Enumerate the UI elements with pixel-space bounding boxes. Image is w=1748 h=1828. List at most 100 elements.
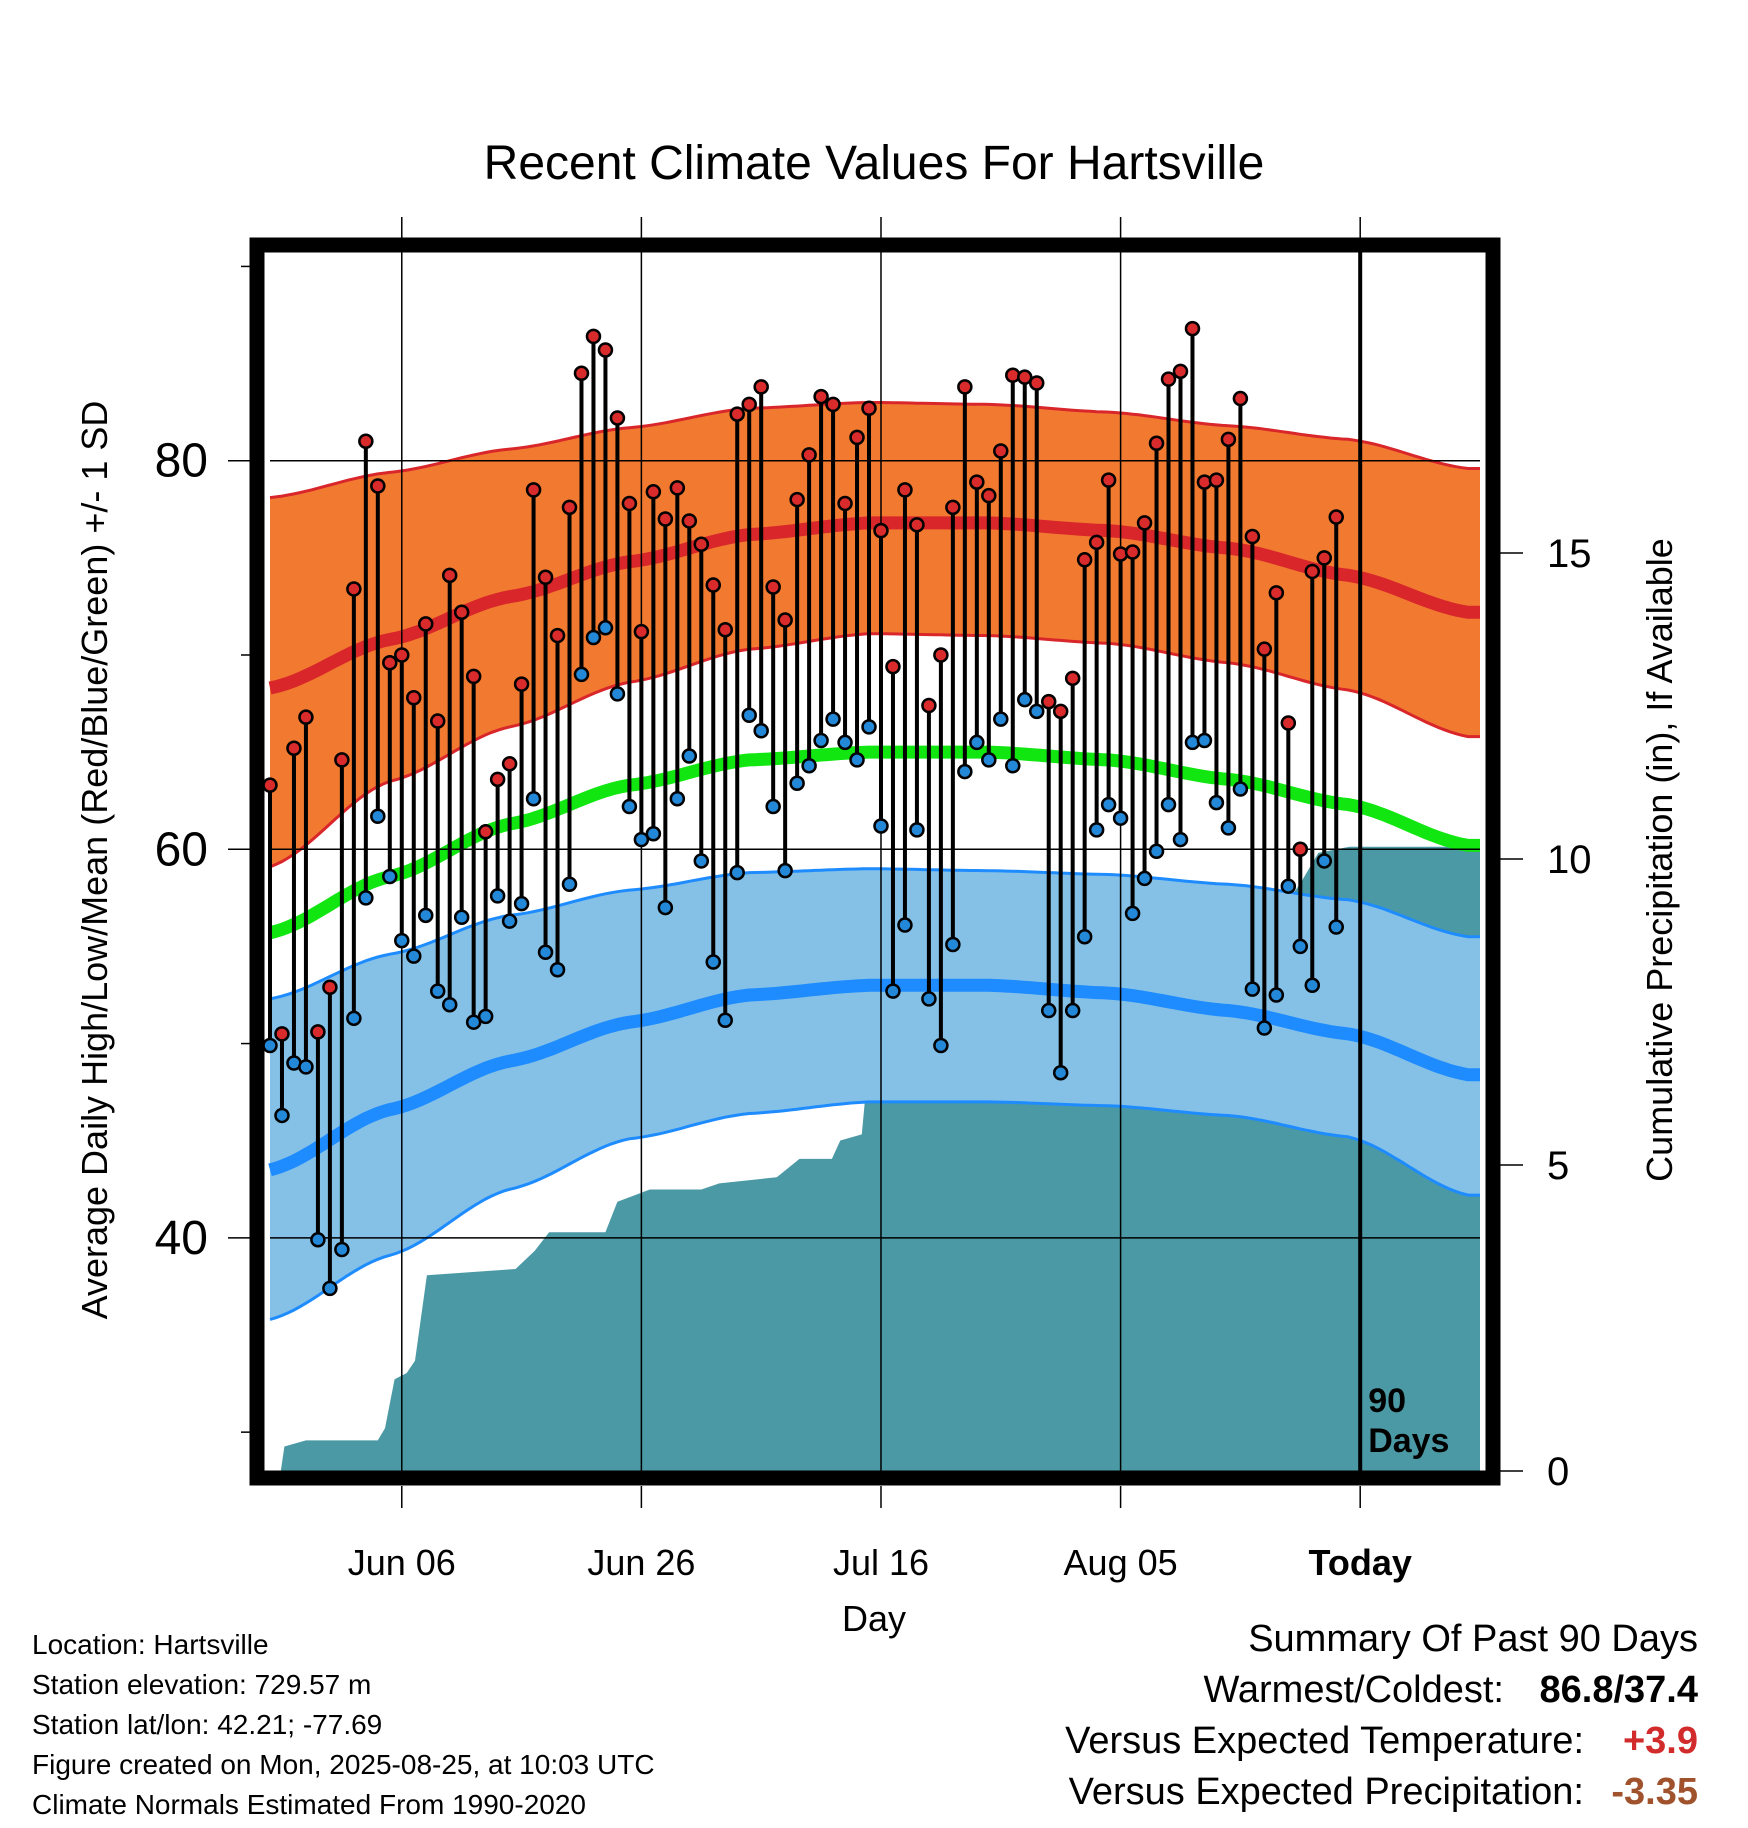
low-point <box>417 907 434 924</box>
low-point <box>1064 1002 1081 1019</box>
low-point <box>310 1232 326 1248</box>
y2-tick-label: 15 <box>1547 532 1592 576</box>
low-point <box>382 868 398 885</box>
low-point <box>573 666 590 683</box>
high-point <box>537 569 554 586</box>
low-point <box>897 917 913 933</box>
high-point <box>1304 563 1321 580</box>
low-point <box>1328 919 1344 935</box>
high-point <box>621 495 638 512</box>
x-tick-label: Jul 16 <box>833 1542 929 1583</box>
low-point <box>1280 878 1297 894</box>
low-point <box>741 707 757 723</box>
high-sd-band <box>270 402 1480 867</box>
low-point <box>513 895 530 912</box>
high-point <box>465 668 482 685</box>
low-point <box>1232 781 1249 797</box>
high-point <box>1028 375 1045 391</box>
high-point <box>993 443 1009 459</box>
low-point <box>801 757 817 774</box>
low-point <box>525 791 542 807</box>
high-point <box>1017 369 1033 385</box>
low-point <box>561 876 578 893</box>
low-point <box>993 711 1009 727</box>
y2-tick-label: 10 <box>1547 838 1592 882</box>
high-point <box>669 480 686 496</box>
low-point <box>1160 796 1177 813</box>
high-point <box>1280 715 1297 731</box>
high-point <box>981 487 997 504</box>
high-point <box>1184 320 1201 337</box>
high-point <box>1208 472 1225 488</box>
low-point <box>394 932 410 949</box>
high-point <box>322 979 338 995</box>
low-point <box>274 1107 290 1124</box>
y-tick-label: 60 <box>155 823 208 876</box>
high-point <box>1220 431 1237 448</box>
high-point <box>441 567 458 584</box>
low-point <box>346 1010 362 1027</box>
low-point <box>1005 757 1021 774</box>
low-point <box>825 711 841 727</box>
low-point <box>957 763 973 780</box>
days-label-text: Days <box>1368 1422 1449 1460</box>
high-point <box>298 709 314 725</box>
low-point <box>1172 831 1189 848</box>
low-point <box>729 864 745 881</box>
x-tick-label: Jun 06 <box>348 1542 456 1583</box>
low-point <box>885 983 901 999</box>
precip-label: Versus Expected Precipitation: <box>1068 1771 1584 1813</box>
high-point <box>1052 703 1069 720</box>
low-point <box>1040 1002 1057 1019</box>
high-point <box>1100 472 1117 488</box>
low-point <box>441 996 458 1013</box>
high-point <box>945 499 961 516</box>
high-point <box>849 429 865 446</box>
low-point <box>1076 928 1093 945</box>
high-point <box>1172 363 1189 380</box>
low-point <box>1148 843 1165 859</box>
low-point <box>1088 822 1105 838</box>
high-point <box>406 689 422 706</box>
summary-title: Summary Of Past 90 Days <box>1248 1618 1698 1660</box>
low-point <box>1052 1064 1069 1081</box>
high-point <box>1076 552 1093 568</box>
high-point <box>417 616 434 632</box>
high-point <box>645 484 662 500</box>
low-point <box>489 888 506 904</box>
low-point <box>681 748 698 764</box>
low-point <box>921 991 937 1007</box>
high-point <box>525 482 542 498</box>
high-point <box>585 328 602 345</box>
low-point <box>537 944 554 961</box>
low-point <box>1100 796 1117 813</box>
high-point <box>1148 435 1165 451</box>
low-point <box>765 798 781 815</box>
low-point <box>705 954 722 970</box>
high-point <box>1256 641 1273 657</box>
high-point <box>573 365 590 382</box>
summary-warm-cold: Warmest/Coldest: 86.8/37.4 <box>1065 1665 1698 1716</box>
low-point <box>334 1241 350 1258</box>
plot-frame <box>249 237 1501 1486</box>
high-point <box>477 824 494 840</box>
low-point <box>849 752 865 768</box>
station-info: Location: Hartsville Station elevation: … <box>32 1625 655 1825</box>
low-band-lower-edge <box>269 1100 1480 1321</box>
low-point <box>969 734 985 751</box>
y-axis-title: Average Daily High/Low/Mean (Red/Blue/Gr… <box>74 400 115 1320</box>
created-text: Figure created on Mon, 2025-08-25, at 10… <box>32 1749 655 1780</box>
high-point <box>885 658 901 675</box>
high-point <box>370 478 386 494</box>
low-point <box>1304 977 1321 994</box>
chart-title: Recent Climate Values For Hartsville <box>483 137 1265 190</box>
x-tick-label: Aug 05 <box>1064 1542 1178 1583</box>
high-point <box>753 379 769 395</box>
low-point <box>1196 732 1213 749</box>
location-text: Location: Hartsville <box>32 1629 269 1660</box>
low-point <box>1136 870 1153 887</box>
high-point <box>969 474 985 490</box>
low-point <box>909 822 925 838</box>
high-point <box>1160 371 1177 387</box>
high-point <box>681 513 698 529</box>
